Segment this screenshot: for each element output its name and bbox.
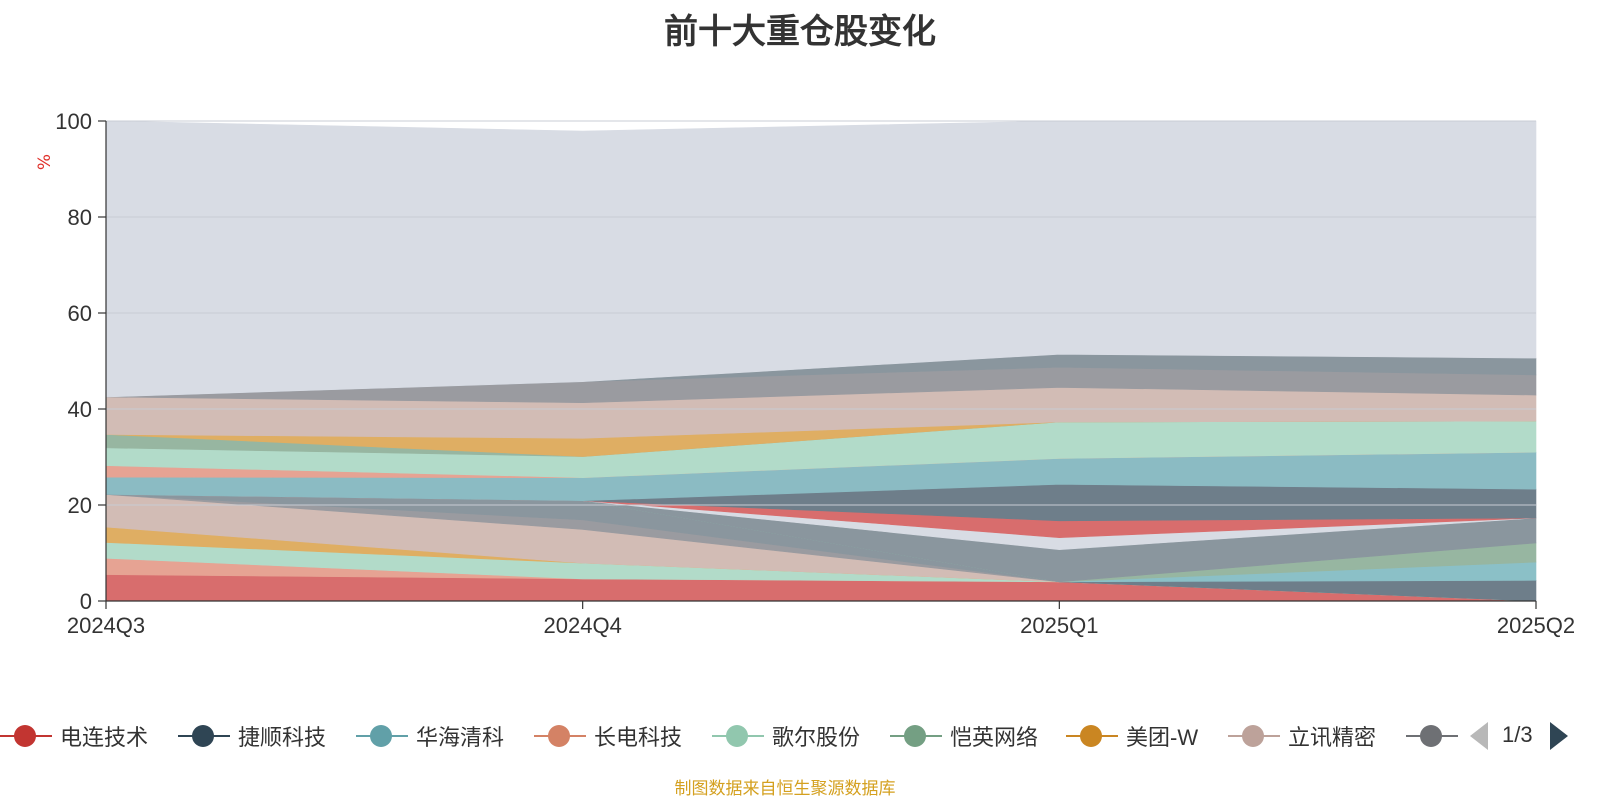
legend-label: 捷顺科技 — [238, 725, 327, 750]
y-tick-label: 40 — [68, 397, 92, 422]
axis-labels: 0 20 40 60 80 100 2024Q3 2024Q4 2025Q1 2025Q2% — [35, 109, 1575, 638]
grid-lines — [106, 120, 1536, 506]
legend-item[interactable]: 恺英网络 — [890, 718, 1038, 754]
legend-page-indicator: 1/3 — [1502, 722, 1533, 747]
legend-prev-arrow-icon[interactable] — [1470, 722, 1488, 750]
legend-marker-icon — [1228, 722, 1280, 750]
y-tick-label: 100 — [55, 109, 92, 134]
y-tick-label: 20 — [68, 493, 92, 518]
legend: 电连技术 捷顺科技 华海清科 长电科技 歌尔股份 恺英网络 美团-W 立讯精密 中 — [0, 718, 1462, 754]
legend-item[interactable]: 歌尔股份 — [712, 718, 860, 754]
legend-item[interactable]: 中 — [1406, 718, 1462, 754]
chart-title: 前十大重仓股变化 — [664, 13, 936, 51]
legend-marker-icon — [178, 722, 230, 750]
legend-item[interactable]: 电连技术 — [0, 718, 148, 754]
legend-item[interactable]: 长电科技 — [534, 718, 682, 754]
legend-label: 立讯精密 — [1288, 725, 1377, 750]
legend-marker-icon — [356, 722, 408, 750]
legend-label: 美团-W — [1126, 725, 1199, 750]
legend-marker-icon — [1066, 722, 1118, 750]
legend-item[interactable]: 华海清科 — [356, 718, 504, 754]
legend-label: 长电科技 — [594, 725, 683, 750]
area-layers — [105, 120, 1537, 602]
x-tick-label: 2025Q1 — [1020, 613, 1098, 638]
legend-label: 电连技术 — [60, 725, 149, 750]
x-tick-label: 2024Q3 — [67, 613, 145, 638]
axes — [98, 120, 1537, 609]
legend-item[interactable]: 捷顺科技 — [178, 718, 326, 754]
legend-marker-icon — [712, 722, 764, 750]
source-note: 制图数据来自恒生聚源数据库 — [674, 779, 896, 798]
legend-next-arrow-icon[interactable] — [1550, 722, 1568, 750]
legend-label: 歌尔股份 — [772, 725, 861, 750]
y-tick-label: 80 — [68, 205, 92, 230]
y-axis-unit-label: % — [35, 154, 55, 170]
legend-label: 恺英网络 — [950, 725, 1039, 750]
area-series-22 — [105, 120, 1537, 398]
x-tick-label: 2025Q2 — [1497, 613, 1575, 638]
legend-marker-icon — [0, 722, 52, 750]
legend-marker-icon — [890, 722, 942, 750]
y-tick-label: 0 — [80, 589, 92, 614]
legend-marker-icon — [534, 722, 586, 750]
legend-item[interactable]: 立讯精密 — [1228, 718, 1376, 754]
x-tick-label: 2024Q4 — [544, 613, 622, 638]
y-tick-label: 60 — [68, 301, 92, 326]
legend-item[interactable]: 美团-W — [1066, 718, 1198, 754]
legend-marker-icon — [1406, 722, 1458, 750]
legend-label: 华海清科 — [416, 725, 505, 750]
chart-plot: 0 20 40 60 80 100 2024Q3 2024Q4 2025Q1 2025Q2% — [35, 109, 1575, 638]
